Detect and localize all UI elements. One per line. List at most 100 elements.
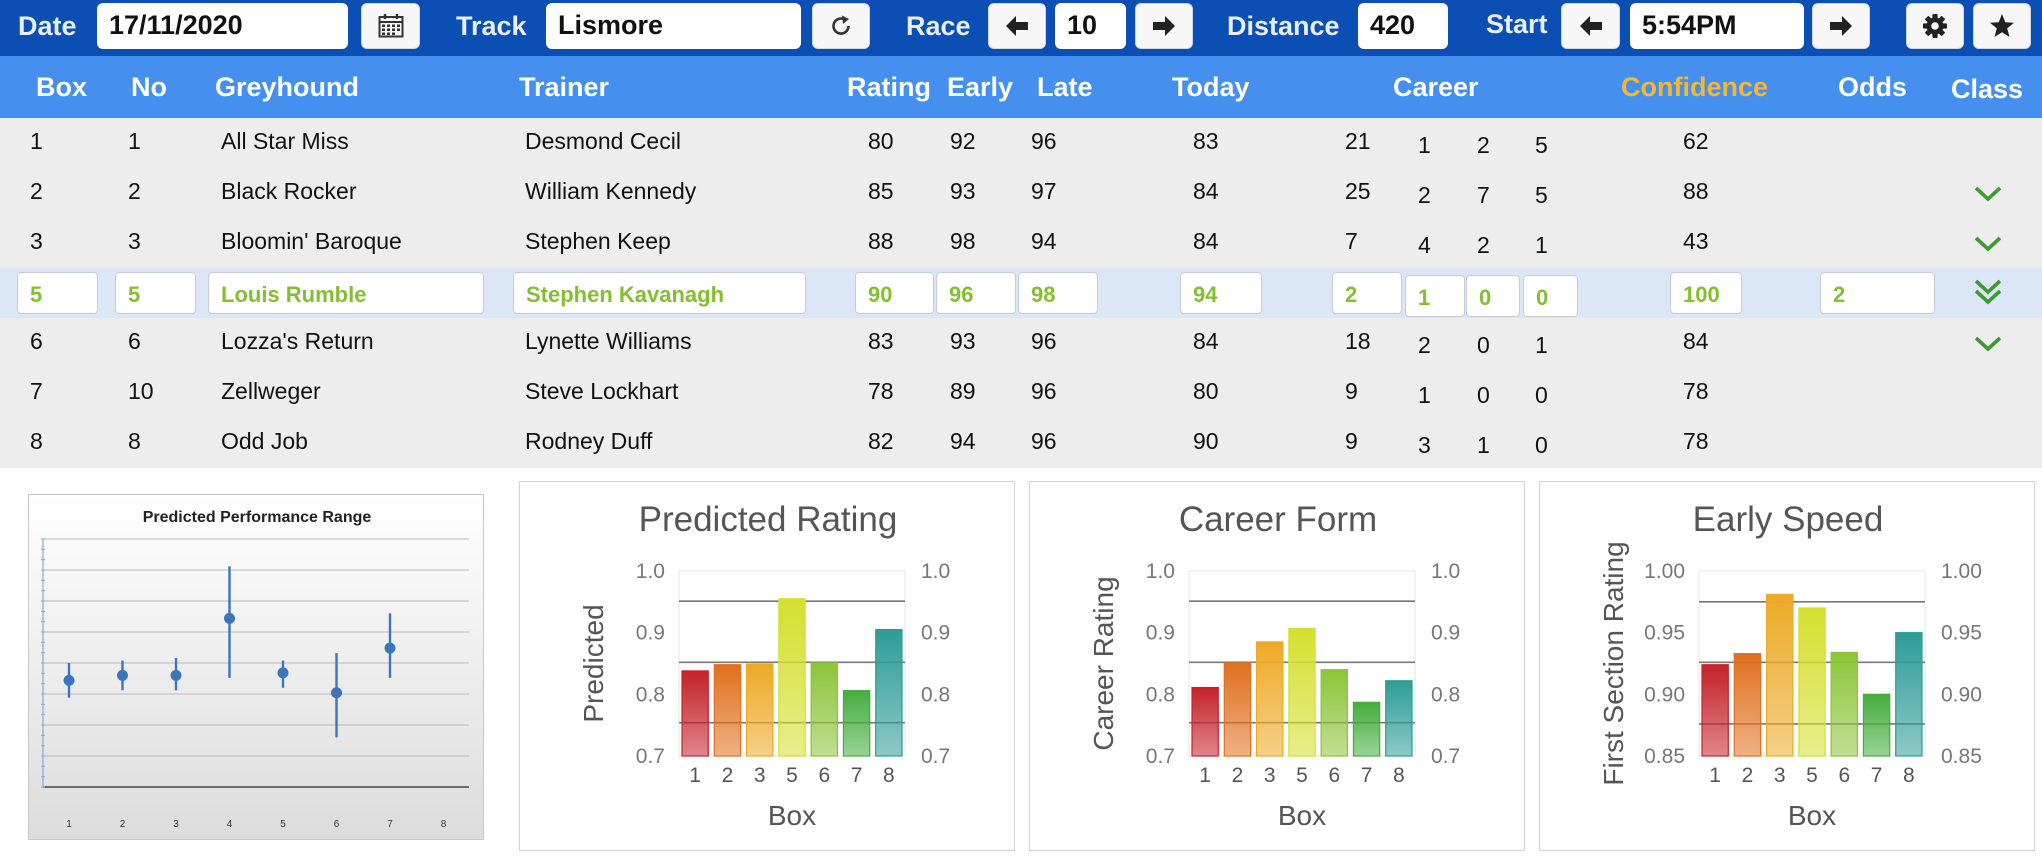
early-input[interactable]: 96 bbox=[936, 272, 1016, 314]
number-input[interactable]: 5 bbox=[115, 272, 196, 314]
star-icon bbox=[1990, 14, 2014, 37]
x-tick-label: 3 bbox=[1774, 764, 1786, 787]
settings-button[interactable] bbox=[1906, 3, 1964, 49]
late-input[interactable]: 98 bbox=[1018, 272, 1098, 314]
greyhound-input[interactable]: Louis Rumble bbox=[208, 272, 484, 314]
bar bbox=[1830, 651, 1859, 757]
late-cell: 96 bbox=[1031, 428, 1057, 454]
distance-field[interactable]: 420 bbox=[1358, 3, 1448, 49]
bar bbox=[778, 598, 806, 757]
rating-cell: 82 bbox=[868, 428, 894, 454]
x-tick-label: 5 bbox=[1806, 764, 1818, 787]
today-cell: 84 bbox=[1193, 228, 1219, 254]
career-starts-cell: 18 bbox=[1345, 328, 1371, 354]
column-header-greyhound[interactable]: Greyhound bbox=[215, 72, 360, 102]
career-wins-cell: 4 bbox=[1418, 232, 1431, 258]
box-cell: 8 bbox=[30, 428, 43, 454]
bar bbox=[1320, 669, 1349, 757]
x-tick-label: 5 bbox=[786, 764, 798, 787]
career-seconds-input[interactable]: 0 bbox=[1466, 275, 1520, 317]
y-tick-label: 0.95 bbox=[1644, 622, 1685, 645]
column-header-career[interactable]: Career bbox=[1393, 72, 1479, 102]
calendar-button[interactable] bbox=[361, 3, 420, 49]
start-time-field[interactable]: 5:54PM bbox=[1630, 3, 1804, 49]
data-point bbox=[63, 674, 75, 686]
column-header-class[interactable]: Class bbox=[1951, 74, 2024, 104]
top-toolbar: Date 17/11/2020 Track Lismore Race 10 Di… bbox=[0, 0, 2042, 56]
y-axis-label: Predicted bbox=[578, 604, 609, 722]
data-point bbox=[384, 642, 396, 654]
x-axis-label: Box bbox=[1788, 800, 1836, 831]
x-tick-label: 6 bbox=[818, 764, 830, 787]
y2-tick-label: 0.90 bbox=[1941, 683, 1982, 706]
career-starts-cell: 9 bbox=[1345, 378, 1358, 404]
race-next-button[interactable] bbox=[1135, 3, 1193, 49]
rating-input[interactable]: 90 bbox=[855, 272, 934, 314]
bar bbox=[810, 662, 839, 757]
table-row-selected[interactable]: 5 5 Louis Rumble Stephen Kavanagh 90 96 … bbox=[0, 268, 2042, 318]
x-tick-label: 2 bbox=[120, 819, 126, 830]
y-tick-label: 1.0 bbox=[636, 560, 665, 583]
start-label: Start bbox=[1486, 9, 1548, 39]
y-tick-label: 0.9 bbox=[636, 622, 665, 645]
column-header-trainer[interactable]: Trainer bbox=[519, 72, 610, 102]
column-header-confidence[interactable]: Confidence bbox=[1621, 72, 1769, 102]
career-thirds-cell: 0 bbox=[1535, 432, 1548, 458]
start-next-button[interactable] bbox=[1812, 3, 1870, 49]
track-field[interactable]: Lismore bbox=[546, 3, 801, 49]
table-row[interactable]: 8 8 Odd Job Rodney Duff 82 94 96 90 9 3 … bbox=[0, 418, 2042, 468]
box-cell: 3 bbox=[30, 228, 43, 254]
column-header-today[interactable]: Today bbox=[1172, 72, 1250, 102]
race-field[interactable]: 10 bbox=[1055, 3, 1126, 49]
y-tick-label: 1.0 bbox=[1146, 560, 1175, 583]
career-thirds-cell: 5 bbox=[1535, 182, 1548, 208]
career-seconds-cell: 0 bbox=[1477, 332, 1490, 358]
column-header-rating[interactable]: Rating bbox=[847, 72, 931, 102]
column-header-box[interactable]: Box bbox=[36, 72, 88, 102]
x-tick-label: 5 bbox=[1296, 764, 1308, 787]
y-tick-label: 0.8 bbox=[1146, 683, 1175, 706]
table-row[interactable]: 1 1 All Star Miss Desmond Cecil 80 92 96… bbox=[0, 118, 2042, 168]
y-tick-label: 0.7 bbox=[1146, 745, 1175, 768]
y2-tick-label: 1.00 bbox=[1941, 560, 1982, 583]
career-starts-input[interactable]: 2 bbox=[1332, 272, 1402, 314]
odds-input[interactable]: 2 bbox=[1820, 272, 1935, 314]
table-row[interactable]: 2 2 Black Rocker William Kennedy 85 93 9… bbox=[0, 168, 2042, 218]
career-thirds-input[interactable]: 0 bbox=[1523, 275, 1578, 317]
confidence-cell: 78 bbox=[1683, 378, 1709, 404]
refresh-button[interactable] bbox=[812, 3, 870, 49]
column-header-early[interactable]: Early bbox=[947, 72, 1014, 102]
runners-table: 1 1 All Star Miss Desmond Cecil 80 92 96… bbox=[0, 118, 2042, 468]
arrow-right-icon bbox=[1153, 16, 1175, 36]
column-header-no[interactable]: No bbox=[131, 72, 167, 102]
date-label: Date bbox=[18, 11, 77, 41]
career-wins-input[interactable]: 1 bbox=[1405, 275, 1465, 317]
confidence-input[interactable]: 100 bbox=[1670, 272, 1742, 314]
career-seconds-cell: 2 bbox=[1477, 232, 1490, 258]
table-row[interactable]: 6 6 Lozza's Return Lynette Williams 83 9… bbox=[0, 318, 2042, 368]
table-row[interactable]: 3 3 Bloomin' Baroque Stephen Keep 88 98 … bbox=[0, 218, 2042, 268]
career-seconds-cell: 2 bbox=[1477, 132, 1490, 158]
today-cell: 84 bbox=[1193, 328, 1219, 354]
career-thirds-cell: 0 bbox=[1535, 382, 1548, 408]
column-header-odds[interactable]: Odds bbox=[1838, 72, 1908, 102]
x-tick-label: 8 bbox=[441, 819, 447, 830]
today-input[interactable]: 94 bbox=[1180, 272, 1262, 314]
refresh-icon bbox=[832, 15, 850, 35]
favourite-button[interactable] bbox=[1973, 3, 2031, 49]
box-input[interactable]: 5 bbox=[17, 272, 98, 314]
greyhound-cell: Black Rocker bbox=[221, 178, 357, 204]
career-seconds-cell: 7 bbox=[1477, 182, 1490, 208]
column-header-late[interactable]: Late bbox=[1037, 72, 1093, 102]
race-label: Race bbox=[906, 11, 971, 41]
trainer-input[interactable]: Stephen Kavanagh bbox=[513, 272, 806, 314]
table-row[interactable]: 7 10 Zellweger Steve Lockhart 78 89 96 8… bbox=[0, 368, 2042, 418]
number-cell: 8 bbox=[128, 428, 141, 454]
race-prev-button[interactable] bbox=[988, 3, 1046, 49]
number-cell: 3 bbox=[128, 228, 141, 254]
bar bbox=[1191, 686, 1219, 757]
start-prev-button[interactable] bbox=[1561, 3, 1620, 49]
chart-title: Predicted Rating bbox=[639, 500, 898, 539]
date-field[interactable]: 17/11/2020 bbox=[97, 3, 348, 49]
early-speed-plot: Early Speed 0.85 0.85 0.90 0.90 0.95 0.95 1.00 1… bbox=[1598, 500, 1982, 831]
